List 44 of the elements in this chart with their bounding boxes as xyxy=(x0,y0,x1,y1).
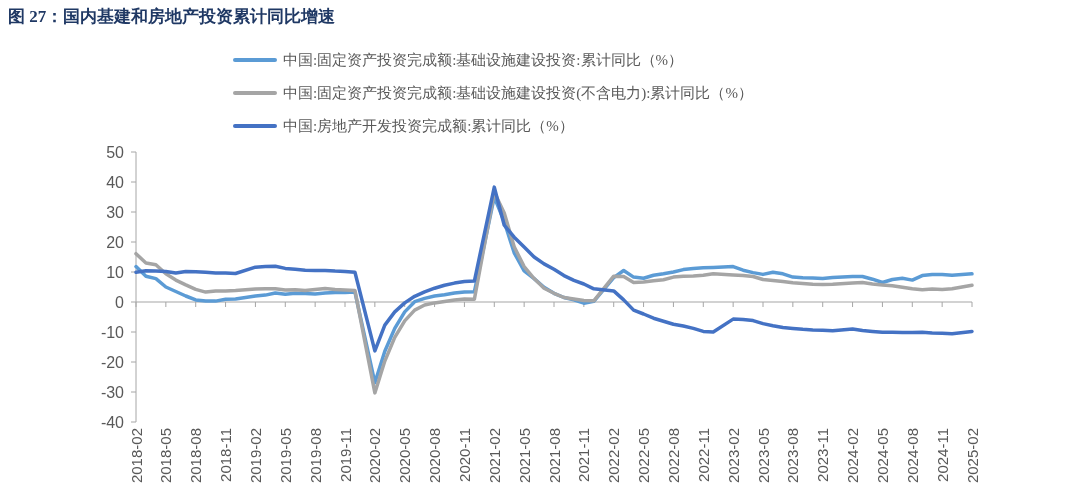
y-tick-label: 50 xyxy=(106,143,125,161)
legend-label: 中国:固定资产投资完成额:基础设施建设投资(不含电力):累计同比（%） xyxy=(283,85,753,102)
x-tick-label: 2021-05 xyxy=(515,428,533,484)
x-tick-label: 2019-05 xyxy=(276,428,294,484)
x-tick-label: 2018-05 xyxy=(157,428,175,484)
x-tick-label: 2018-02 xyxy=(127,428,145,484)
x-tick-label: 2022-02 xyxy=(605,428,623,484)
x-tick-label: 2020-11 xyxy=(455,428,473,482)
x-tick-label: 2023-02 xyxy=(724,428,742,484)
y-tick-label: -20 xyxy=(100,353,125,371)
x-tick-label: 2024-05 xyxy=(873,428,891,484)
legend-label: 中国:固定资产投资完成额:基础设施建设投资:累计同比（%） xyxy=(283,52,683,68)
y-tick-label: 0 xyxy=(115,293,125,311)
x-tick-label: 2019-11 xyxy=(336,428,354,482)
y-tick-label: 40 xyxy=(106,173,125,191)
x-tick-label: 2023-08 xyxy=(784,428,802,484)
x-tick-label: 2019-02 xyxy=(246,428,264,484)
x-tick-label: 2018-08 xyxy=(187,428,205,484)
x-tick-label: 2022-05 xyxy=(635,428,653,484)
x-tick-label: 2024-02 xyxy=(844,428,862,484)
x-tick-label: 2025-02 xyxy=(963,428,981,484)
chart-title: 图 27：国内基建和房地产投资累计同比增速 xyxy=(8,7,336,26)
y-tick-label: 30 xyxy=(106,203,125,221)
x-tick-label: 2018-11 xyxy=(217,428,235,482)
x-tick-label: 2020-05 xyxy=(396,428,414,484)
y-tick-label: -10 xyxy=(100,323,125,341)
x-tick-label: 2023-11 xyxy=(814,428,832,482)
x-tick-label: 2021-11 xyxy=(575,428,593,482)
x-tick-label: 2022-11 xyxy=(694,428,712,482)
x-tick-label: 2022-08 xyxy=(664,428,682,484)
x-tick-label: 2019-08 xyxy=(306,428,324,484)
legend-label: 中国:房地产开发投资完成额:累计同比（%） xyxy=(283,118,574,134)
y-tick-label: 10 xyxy=(106,263,125,281)
x-tick-label: 2024-08 xyxy=(903,428,921,484)
x-tick-label: 2021-08 xyxy=(545,428,563,484)
y-tick-label: -30 xyxy=(100,383,125,401)
x-tick-label: 2021-02 xyxy=(485,428,503,484)
x-tick-label: 2024-11 xyxy=(933,428,951,482)
line-series xyxy=(134,185,974,353)
y-tick-label: 20 xyxy=(106,233,125,251)
y-tick-label: -40 xyxy=(100,413,125,431)
x-tick-label: 2020-08 xyxy=(426,428,444,484)
x-tick-label: 2023-05 xyxy=(754,428,772,484)
x-tick-label: 2020-02 xyxy=(366,428,384,484)
